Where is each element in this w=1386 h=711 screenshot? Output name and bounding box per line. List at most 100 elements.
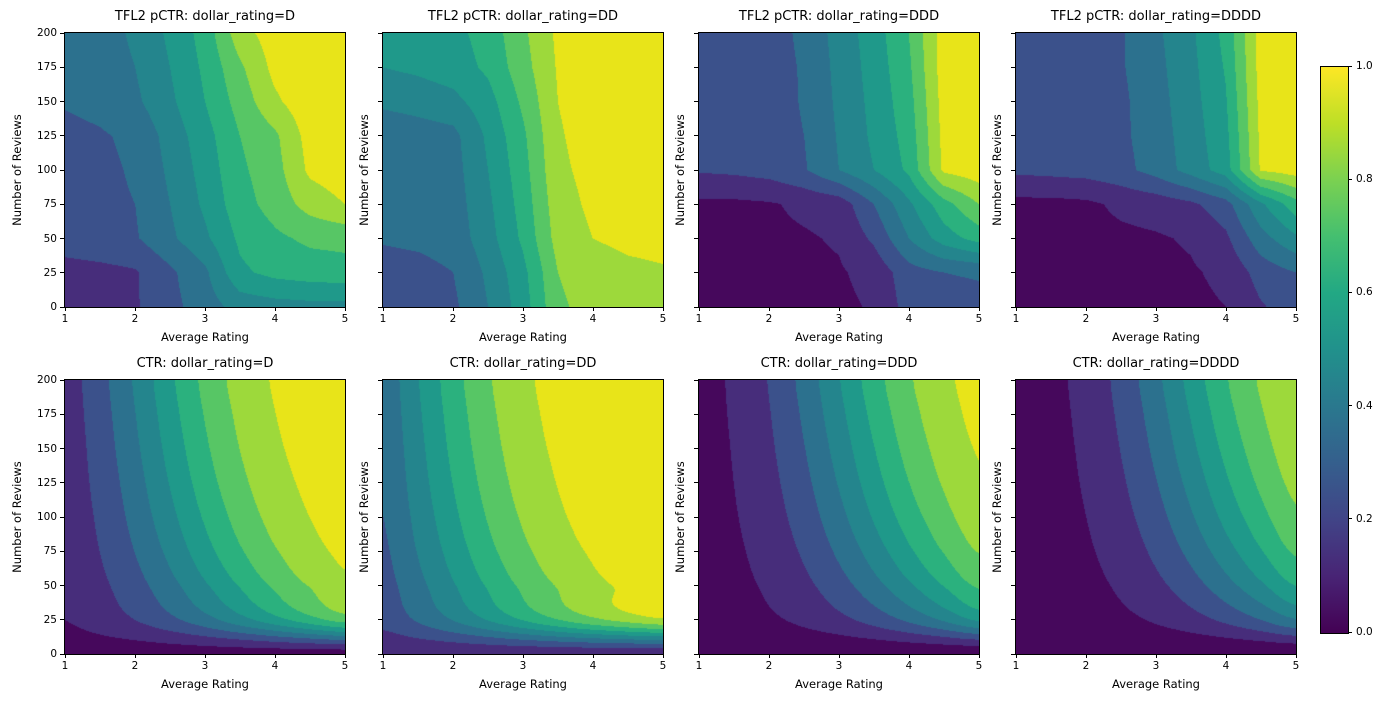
y-tick-mark	[1011, 66, 1015, 68]
y-axis-label: Number of Reviews	[357, 114, 371, 226]
x-tick-mark	[592, 654, 594, 658]
x-tick-label: 1	[1012, 660, 1020, 672]
colorbar-tick-mark	[1348, 65, 1352, 67]
y-tick-label: 0	[50, 301, 57, 313]
y-tick-mark	[378, 32, 382, 34]
colorbar-tick-label: 0.2	[1356, 512, 1373, 525]
x-tick-label: 1	[695, 313, 703, 325]
y-tick-label: 200	[36, 374, 57, 386]
colorbar-tick-mark	[1348, 405, 1352, 407]
x-tick-mark	[1085, 307, 1087, 311]
x-tick-label: 3	[835, 313, 843, 325]
y-tick-mark	[378, 238, 382, 239]
y-axis-label: Number of Reviews	[673, 461, 687, 573]
x-tick-label: 4	[271, 660, 279, 672]
y-tick-mark	[60, 203, 64, 205]
x-tick-mark	[344, 307, 346, 311]
y-tick-mark	[694, 203, 698, 205]
x-tick-label: 1	[1012, 313, 1020, 325]
y-tick-mark	[1011, 203, 1015, 205]
y-tick-mark	[1011, 448, 1015, 449]
x-tick-label: 1	[61, 313, 69, 325]
y-tick-label: 25	[43, 613, 57, 626]
x-tick-mark	[1085, 654, 1087, 658]
y-tick-label: 75	[43, 545, 57, 558]
x-tick-mark	[274, 654, 276, 658]
y-tick-mark	[694, 379, 698, 381]
x-tick-label: 1	[695, 660, 703, 672]
y-tick-mark	[694, 585, 698, 586]
x-axis-label: Average Rating	[479, 330, 567, 344]
subplot-ctr-ddd: CTR: dollar_rating=DDD Average Rating Nu…	[673, 356, 982, 691]
y-tick-mark	[378, 516, 382, 518]
colorbar-tick-label: 0.0	[1356, 626, 1373, 638]
x-tick-label: 5	[975, 660, 983, 672]
x-tick-label: 2	[1082, 313, 1090, 325]
x-tick-mark	[838, 654, 840, 658]
y-tick-mark	[378, 448, 382, 449]
contour-canvas	[64, 32, 346, 308]
x-tick-label: 1	[379, 660, 387, 672]
y-tick-mark	[1011, 272, 1015, 274]
x-tick-mark	[204, 654, 206, 658]
colorbar-tick-label: 0.8	[1356, 173, 1373, 186]
contour-canvas	[382, 32, 664, 308]
x-axis-label: Average Rating	[479, 677, 567, 691]
x-tick-mark	[452, 654, 454, 658]
y-tick-mark	[694, 272, 698, 274]
y-tick-mark	[694, 516, 698, 518]
y-tick-label: 125	[36, 129, 57, 142]
x-tick-label: 2	[1082, 660, 1090, 672]
y-tick-label: 50	[43, 579, 57, 592]
y-tick-mark	[694, 550, 698, 552]
y-tick-label: 50	[43, 232, 57, 245]
x-tick-mark	[1155, 307, 1157, 311]
y-tick-mark	[60, 32, 64, 34]
y-tick-mark	[60, 306, 64, 308]
y-tick-label: 0	[50, 648, 57, 660]
x-axis-label: Average Rating	[795, 330, 883, 344]
y-tick-mark	[694, 32, 698, 34]
x-tick-mark	[452, 307, 454, 311]
x-tick-mark	[274, 307, 276, 311]
subplot-tfl2-pctr-dddd: TFL2 pCTR: dollar_rating=DDDD Average Ra…	[990, 9, 1299, 344]
x-tick-mark	[1225, 307, 1227, 311]
x-tick-label: 4	[905, 660, 913, 672]
x-tick-label: 3	[1152, 660, 1160, 672]
contour-canvas	[1015, 32, 1297, 308]
colorbar-tick-label: 0.4	[1356, 399, 1373, 412]
y-tick-mark	[694, 653, 698, 655]
x-tick-mark	[1155, 654, 1157, 658]
x-tick-label: 3	[835, 660, 843, 672]
y-tick-mark	[694, 135, 698, 137]
subplot-tfl2-pctr-ddd: TFL2 pCTR: dollar_rating=DDD Average Rat…	[673, 9, 982, 344]
x-tick-mark	[522, 307, 524, 311]
x-tick-mark	[978, 654, 980, 658]
x-tick-label: 5	[341, 313, 349, 325]
y-axis-label: Number of Reviews	[990, 461, 1004, 573]
y-tick-mark	[1011, 482, 1015, 484]
y-tick-mark	[1011, 619, 1015, 621]
y-tick-mark	[1011, 413, 1015, 415]
y-tick-label: 100	[36, 511, 57, 523]
x-tick-mark	[64, 654, 66, 658]
x-tick-mark	[838, 307, 840, 311]
y-tick-mark	[60, 272, 64, 274]
y-tick-mark	[694, 101, 698, 102]
x-tick-mark	[768, 307, 770, 311]
y-tick-mark	[378, 135, 382, 137]
contour-canvas	[698, 379, 980, 655]
x-axis-label: Average Rating	[1112, 330, 1200, 344]
y-tick-mark	[694, 238, 698, 239]
plot-title: CTR: dollar_rating=DD	[449, 356, 597, 371]
y-tick-mark	[378, 169, 382, 171]
x-tick-label: 2	[131, 313, 139, 325]
y-tick-mark	[1011, 550, 1015, 552]
y-tick-mark	[378, 550, 382, 552]
y-tick-mark	[694, 66, 698, 68]
colorbar-gradient	[1321, 67, 1348, 633]
x-tick-label: 5	[659, 313, 667, 325]
contour-canvas	[64, 379, 346, 655]
y-tick-mark	[60, 238, 64, 239]
x-tick-mark	[1225, 654, 1227, 658]
